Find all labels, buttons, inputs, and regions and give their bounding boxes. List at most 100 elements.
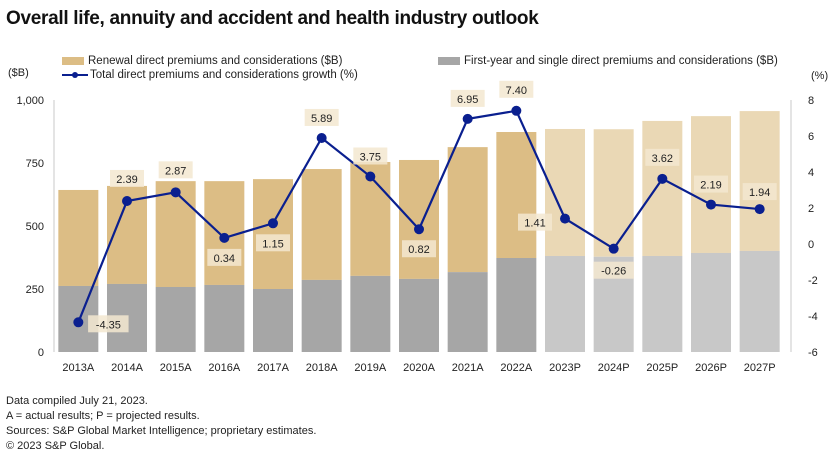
data-label: 1.94 xyxy=(749,187,770,199)
data-label-bg xyxy=(450,89,485,107)
data-label: 1.41 xyxy=(524,218,545,230)
data-label: -0.26 xyxy=(601,266,626,278)
x-tick-label: 2017A xyxy=(257,362,289,374)
bar-first-year xyxy=(447,272,488,352)
legend-first-year-label: First-year and single direct premiums an… xyxy=(464,55,778,67)
right-tick-label: 2 xyxy=(808,203,814,215)
data-label: -4.35 xyxy=(96,319,121,331)
bar-first-year xyxy=(253,289,293,352)
data-label-bg xyxy=(88,315,129,333)
data-label: 5.89 xyxy=(311,113,332,125)
left-axis-unit: ($B) xyxy=(8,67,29,79)
bar-renewal xyxy=(253,179,293,289)
chart-title: Overall life, annuity and accident and h… xyxy=(6,8,539,29)
data-label: 3.62 xyxy=(652,153,673,165)
footnote-compiled: Data compiled July 21, 2023. xyxy=(6,395,148,407)
renewal-swatch xyxy=(62,57,84,65)
data-label: 2.39 xyxy=(116,174,137,186)
x-tick-label: 2020A xyxy=(403,362,435,374)
growth-point xyxy=(657,173,668,184)
data-label: 2.19 xyxy=(700,180,721,192)
x-tick-label: 2027P xyxy=(744,362,776,374)
growth-point xyxy=(316,132,327,143)
growth-point xyxy=(511,105,522,116)
data-label-bg xyxy=(207,248,242,266)
data-label-bg xyxy=(110,169,144,187)
growth-point xyxy=(462,113,473,124)
legend-renewal-label: Renewal direct premiums and consideratio… xyxy=(88,55,343,67)
left-tick-label: 750 xyxy=(26,158,44,170)
data-label-bg xyxy=(402,240,436,258)
x-tick-label: 2019A xyxy=(354,362,386,374)
growth-point xyxy=(414,224,424,235)
left-tick-label: 0 xyxy=(38,347,44,359)
growth-point xyxy=(560,213,570,224)
bar-first-year xyxy=(399,278,439,352)
footnote-legend-key: A = actual results; P = projected result… xyxy=(6,410,200,422)
right-axis-unit: (%) xyxy=(811,70,829,82)
x-tick-label: 2016A xyxy=(208,362,240,374)
chart-area: 0 250 500 750 1,000 -6 -4 -2 0 2 4 6 8 2013A 2014A 2015… xyxy=(16,80,818,374)
bar-first-year xyxy=(496,258,537,352)
legend-first-year: First-year and single direct premiums an… xyxy=(438,55,778,67)
x-tick-label: 2014A xyxy=(111,362,143,374)
bar-renewal xyxy=(58,189,99,286)
legend-growth: Total direct premiums and considerations… xyxy=(62,69,358,81)
growth-point xyxy=(219,232,230,243)
bar-renewal xyxy=(399,159,439,279)
left-tick-label: 1,000 xyxy=(16,95,44,107)
data-label-bg xyxy=(645,148,680,166)
legend-renewal: Renewal direct premiums and consideratio… xyxy=(62,55,342,67)
data-label-bg xyxy=(499,80,534,98)
footnote-copyright: © 2023 S&P Global. xyxy=(6,440,105,452)
first-year-swatch xyxy=(438,57,460,65)
bar-renewal xyxy=(496,132,537,259)
growth-point xyxy=(268,218,278,229)
bar-first-year xyxy=(301,279,342,352)
right-tick-label: -6 xyxy=(808,347,818,359)
bar-first-year xyxy=(545,255,585,352)
right-tick-label: 6 xyxy=(808,131,814,143)
growth-point xyxy=(706,199,716,210)
growth-point xyxy=(608,243,619,254)
data-label: 0.82 xyxy=(408,244,429,256)
growth-line-swatch xyxy=(62,69,88,81)
data-label: 3.75 xyxy=(360,152,381,164)
data-label-bg xyxy=(742,183,777,201)
bar-first-year xyxy=(691,252,731,352)
data-label: 0.34 xyxy=(214,253,235,265)
data-label: 1.15 xyxy=(262,238,283,250)
bar-renewal xyxy=(545,128,585,256)
data-label-bg xyxy=(256,234,290,252)
bar-renewal xyxy=(642,120,683,256)
data-label-bg xyxy=(593,261,634,279)
data-label-bg xyxy=(353,147,388,165)
x-tick-label: 2024P xyxy=(598,362,630,374)
data-label: 7.40 xyxy=(506,85,527,97)
data-label: 6.95 xyxy=(457,94,478,106)
legend-growth-label: Total direct premiums and considerations… xyxy=(90,69,358,81)
x-tick-label: 2013A xyxy=(62,362,94,374)
x-tick-label: 2015A xyxy=(160,362,192,374)
x-tick-label: 2026P xyxy=(695,362,727,374)
footnote-sources: Sources: S&P Global Market Intelligence;… xyxy=(6,425,317,437)
bar-renewal xyxy=(447,147,488,273)
right-tick-label: 0 xyxy=(808,239,814,251)
bar-first-year xyxy=(155,286,196,352)
bar-first-year xyxy=(350,275,391,352)
data-label-bg xyxy=(694,175,728,193)
right-tick-label: -4 xyxy=(808,311,818,323)
growth-point xyxy=(754,204,765,215)
right-tick-label: 4 xyxy=(808,167,814,179)
data-label: 2.87 xyxy=(165,165,186,177)
bar-renewal xyxy=(593,129,634,257)
right-tick-label: 8 xyxy=(808,95,814,107)
x-tick-label: 2018A xyxy=(306,362,338,374)
bar-renewal xyxy=(301,169,342,280)
data-label-bg xyxy=(304,108,339,126)
data-label-bg xyxy=(518,213,552,231)
left-tick-label: 250 xyxy=(26,284,44,296)
bar-first-year xyxy=(739,250,780,352)
data-label-bg xyxy=(158,161,193,179)
growth-point xyxy=(73,317,84,328)
